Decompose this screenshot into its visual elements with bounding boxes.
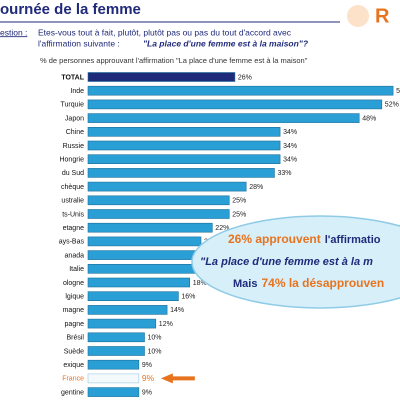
category-label: magne <box>63 307 85 314</box>
callout-text: Mais 74% la désapprouven <box>233 276 384 290</box>
chart-title: ournée de la femme <box>0 1 141 18</box>
category-label: anada <box>65 252 85 259</box>
bar <box>87 346 145 356</box>
value-label: 9% <box>142 389 152 396</box>
category-label: Turquie <box>61 102 85 109</box>
value-label: 25% <box>232 198 246 205</box>
category-label: Italie <box>69 266 84 273</box>
bar <box>87 387 140 397</box>
bar <box>87 195 230 206</box>
category-label: du Sud <box>62 170 84 177</box>
category-label: France <box>62 376 84 383</box>
arrow <box>160 373 195 384</box>
category-label: Chine <box>66 129 84 136</box>
bar <box>87 373 140 384</box>
category-label: TOTAL <box>61 74 84 81</box>
category-label: ologne <box>63 280 84 287</box>
value-label: 34% <box>283 157 297 164</box>
value-label: 33% <box>277 170 291 177</box>
callout-highlight: 26% approuvent <box>228 232 321 246</box>
value-label: 12% <box>159 321 173 328</box>
bar <box>87 236 202 247</box>
bar <box>87 127 281 137</box>
value-label: 9% <box>142 373 155 383</box>
chart-subtitle: % de personnes approuvant l'affirmation … <box>40 56 308 65</box>
bar <box>87 85 394 96</box>
value-label: 9% <box>142 362 152 369</box>
value-label: 26% <box>238 74 252 81</box>
category-label: Hongrie <box>59 157 84 164</box>
callout-text: l'affirmatio <box>325 234 381 246</box>
value-label: 18% <box>193 280 207 287</box>
callout-text: Mais <box>233 278 257 290</box>
category-label: lgique <box>65 294 84 301</box>
value-label: 48% <box>362 115 376 122</box>
callout-text: "La place d'une femme est à la m <box>200 256 373 268</box>
category-label: chèque <box>61 184 84 191</box>
bar <box>87 99 383 110</box>
category-label: ustralie <box>61 198 84 205</box>
bar <box>87 263 196 274</box>
bar <box>87 168 275 178</box>
plot-area: TOTAL 26% Inde 54 Turquie 52% Japon 48% Chine 34%… <box>59 72 400 397</box>
question-text: Etes-vous tout à fait, plutôt, plutôt pa… <box>38 27 292 37</box>
bar <box>87 209 230 219</box>
question-text: l'affirmation suivante : <box>38 38 120 48</box>
callout-text: 26% approuvent l'affirmatio <box>228 232 381 246</box>
value-label: 10% <box>148 335 162 342</box>
callout-highlight: 74% la désapprouven <box>261 276 384 290</box>
bar <box>87 318 157 329</box>
bar <box>87 181 247 192</box>
bar <box>87 154 281 164</box>
bar <box>87 277 190 288</box>
value-label: 52% <box>385 102 399 109</box>
category-label: ts-Unis <box>62 211 84 218</box>
logo: R <box>375 5 390 27</box>
category-label: pagne <box>65 321 85 328</box>
value-label: 28% <box>249 184 263 191</box>
category-label: ays-Bas <box>59 239 85 246</box>
bar <box>87 250 202 260</box>
value-label: 10% <box>148 348 162 355</box>
value-label: 34% <box>283 143 297 150</box>
question-label: estion : <box>0 27 27 37</box>
bar <box>87 72 236 82</box>
value-label: 25% <box>232 211 246 218</box>
value-label: 22% <box>215 225 229 232</box>
category-label: exique <box>63 362 84 369</box>
bar <box>87 359 140 370</box>
callout <box>191 215 400 309</box>
bar <box>87 140 281 151</box>
category-label: Russie <box>63 143 85 150</box>
bar <box>87 222 213 233</box>
category-label: Inde <box>70 88 84 95</box>
bar <box>87 291 179 302</box>
bar <box>87 113 360 123</box>
logo-mark <box>347 5 369 27</box>
category-label: Brésil <box>66 335 84 342</box>
bar <box>87 305 168 315</box>
value-label: 34% <box>283 129 297 136</box>
category-label: gentine <box>61 389 84 396</box>
category-label: Japon <box>65 115 84 122</box>
bar <box>87 332 145 343</box>
category-label: etagne <box>63 225 85 232</box>
value-label: 54 <box>396 88 400 95</box>
question-quote: "La place d'une femme est à la maison"? <box>143 38 309 48</box>
value-label: 14% <box>170 307 184 314</box>
value-label: 16% <box>181 294 195 301</box>
category-label: Suède <box>64 348 84 355</box>
